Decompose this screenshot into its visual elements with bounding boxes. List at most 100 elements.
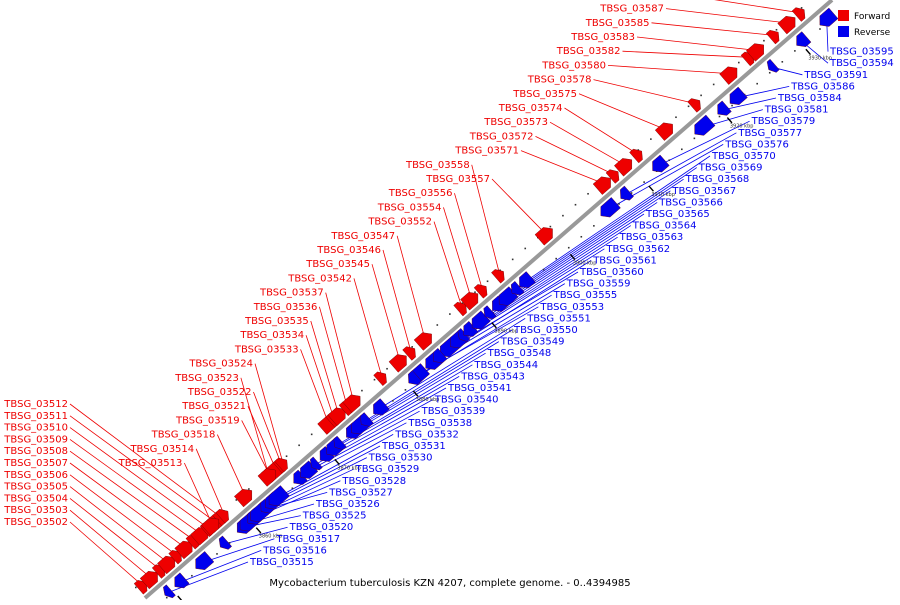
gene-label[interactable]: TBSG_03556 (388, 188, 453, 199)
gene-label[interactable]: TBSG_03547 (330, 231, 395, 242)
gene-tbsg-03518[interactable] (234, 489, 252, 507)
gene-label[interactable]: TBSG_03522 (187, 387, 252, 398)
gene-label[interactable]: TBSG_03532 (394, 429, 459, 440)
gene-label[interactable]: TBSG_03565 (645, 209, 710, 220)
gene-label[interactable]: TBSG_03554 (377, 202, 442, 213)
gene-label[interactable]: TBSG_03548 (487, 348, 552, 359)
gene-label[interactable]: TBSG_03583 (570, 32, 635, 43)
gene-tbsg-03551[interactable] (373, 399, 389, 416)
gene-label[interactable]: TBSG_03568 (685, 174, 750, 185)
gene-label[interactable]: TBSG_03587 (599, 4, 664, 15)
gene-label[interactable]: TBSG_03561 (592, 255, 657, 266)
gene-label[interactable]: TBSG_03595 (829, 47, 894, 58)
gene-label[interactable]: TBSG_03591 (803, 70, 868, 81)
gene-label[interactable]: TBSG_03582 (556, 46, 621, 57)
gene-label[interactable]: TBSG_03576 (724, 139, 789, 150)
gene-label[interactable]: TBSG_03526 (315, 499, 380, 510)
gene-label[interactable]: TBSG_03502 (3, 517, 68, 528)
gene-tbsg-03550[interactable] (360, 413, 373, 427)
gene-label[interactable]: TBSG_03510 (3, 423, 68, 434)
gene-label[interactable]: TBSG_03535 (244, 316, 309, 327)
gene-label[interactable]: TBSG_03569 (698, 163, 763, 174)
gene-label[interactable]: TBSG_03551 (526, 313, 591, 324)
gene-label[interactable]: TBSG_03530 (368, 453, 433, 464)
gene-label[interactable]: TBSG_03579 (751, 116, 816, 127)
gene-tbsg-03579[interactable] (653, 155, 670, 172)
gene-label[interactable]: TBSG_03509 (3, 434, 68, 445)
gene-label[interactable]: TBSG_03534 (239, 330, 304, 341)
gene-label[interactable]: TBSG_03560 (579, 267, 644, 278)
gene-label[interactable]: TBSG_03518 (151, 430, 216, 441)
gene-label[interactable]: TBSG_03580 (541, 60, 606, 71)
gene-label[interactable]: TBSG_03571 (454, 146, 519, 157)
gene-tbsg-03587[interactable] (778, 16, 795, 34)
gene-label[interactable]: TBSG_03572 (469, 131, 534, 142)
gene-label[interactable]: TBSG_03574 (498, 103, 563, 114)
gene-label[interactable]: TBSG_03531 (381, 441, 446, 452)
gene-label[interactable]: TBSG_03529 (355, 464, 420, 475)
gene-label[interactable]: TBSG_03517 (275, 534, 340, 545)
gene-label[interactable]: TBSG_03543 (460, 371, 525, 382)
gene-label[interactable]: TBSG_03573 (483, 117, 548, 128)
gene-tbsg-03585[interactable] (766, 30, 779, 44)
gene-label[interactable]: TBSG_03536 (253, 302, 318, 313)
gene-label[interactable]: TBSG_03514 (129, 444, 194, 455)
gene-label[interactable]: TBSG_03555 (553, 290, 618, 301)
gene-tbsg-03571[interactable] (593, 177, 611, 195)
gene-label[interactable]: TBSG_03507 (3, 458, 68, 469)
gene-label[interactable]: TBSG_03577 (737, 128, 802, 139)
gene-label[interactable]: TBSG_03520 (289, 522, 354, 533)
gene-label[interactable]: TBSG_03564 (632, 221, 697, 232)
gene-label[interactable]: TBSG_03546 (316, 245, 381, 256)
gene-label[interactable]: TBSG_03513 (118, 458, 183, 469)
gene-label[interactable]: TBSG_03559 (566, 279, 631, 290)
gene-tbsg-03544[interactable] (334, 436, 347, 450)
gene-label[interactable]: TBSG_03566 (658, 197, 723, 208)
gene-label[interactable]: TBSG_03557 (425, 174, 490, 185)
gene-label[interactable]: TBSG_03540 (434, 395, 499, 406)
gene-label[interactable]: TBSG_03578 (527, 75, 592, 86)
gene-tbsg-03547[interactable] (414, 333, 432, 351)
gene-label[interactable]: TBSG_03519 (175, 415, 240, 426)
gene-label[interactable]: TBSG_03584 (777, 93, 842, 104)
gene-label[interactable]: TBSG_03544 (473, 360, 538, 371)
gene-label[interactable]: TBSG_03504 (3, 493, 68, 504)
gene-label[interactable]: TBSG_03512 (3, 399, 68, 410)
gene-label[interactable]: TBSG_03553 (539, 302, 604, 313)
gene-label[interactable]: TBSG_03594 (829, 58, 894, 69)
gene-label[interactable]: TBSG_03533 (234, 344, 299, 355)
gene-tbsg-03594[interactable] (797, 32, 811, 47)
gene-tbsg-03545[interactable] (389, 355, 407, 373)
gene-label[interactable]: TBSG_03575 (512, 89, 577, 100)
gene-tbsg-03557[interactable] (535, 227, 553, 245)
gene-tbsg-03591[interactable] (767, 59, 779, 72)
gene-label[interactable]: TBSG_03585 (585, 18, 650, 29)
gene-label[interactable]: TBSG_03538 (407, 418, 472, 429)
gene-label[interactable]: TBSG_03521 (181, 401, 246, 412)
gene-label[interactable]: TBSG_03528 (341, 476, 406, 487)
gene-tbsg-03586[interactable] (730, 87, 748, 105)
gene-label[interactable]: TBSG_03550 (513, 325, 578, 336)
gene-label[interactable]: TBSG_03503 (3, 505, 68, 516)
gene-label[interactable]: TBSG_03516 (262, 545, 327, 556)
gene-tbsg-03542[interactable] (374, 372, 387, 386)
gene-label[interactable]: TBSG_03563 (619, 232, 684, 243)
gene-label[interactable]: TBSG_03505 (3, 482, 68, 493)
gene-label[interactable]: TBSG_03524 (188, 359, 253, 370)
gene-label[interactable]: TBSG_03542 (287, 273, 352, 284)
gene-label[interactable]: TBSG_03506 (3, 470, 68, 481)
gene-label[interactable]: TBSG_03541 (447, 383, 512, 394)
gene-label[interactable]: TBSG_03567 (671, 186, 736, 197)
gene-label[interactable]: TBSG_03525 (302, 511, 367, 522)
gene-label[interactable]: TBSG_03545 (305, 259, 370, 270)
gene-label[interactable]: TBSG_03537 (259, 288, 324, 299)
gene-tbsg-03558[interactable] (491, 269, 504, 283)
gene-label[interactable]: TBSG_03570 (711, 151, 776, 162)
gene-tbsg-03578[interactable] (688, 99, 701, 113)
gene-label[interactable]: TBSG_03527 (328, 487, 393, 498)
gene-tbsg-03523[interactable] (258, 469, 276, 487)
gene-label[interactable]: TBSG_03562 (605, 244, 670, 255)
gene-label[interactable]: TBSG_03508 (3, 446, 68, 457)
gene-label[interactable]: TBSG_03523 (174, 373, 239, 384)
gene-label[interactable]: TBSG_03586 (790, 81, 855, 92)
